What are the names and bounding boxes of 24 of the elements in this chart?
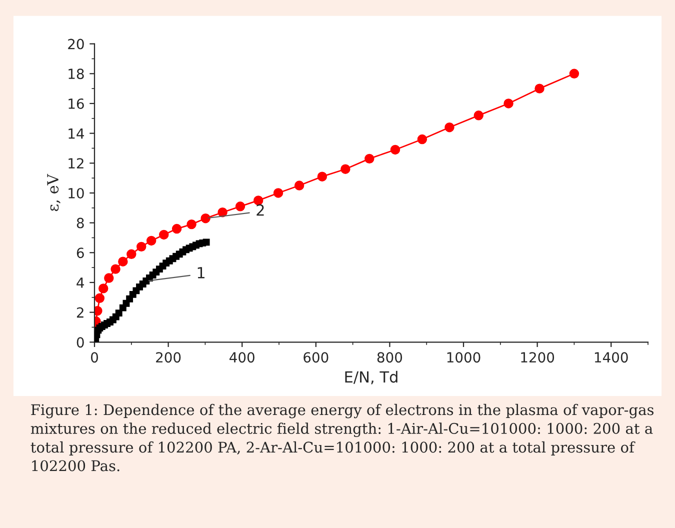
x-tick-label: 400 [230, 352, 254, 363]
caption: Figure 1: Dependence of the average energy of electrons in the plasma of vapor-gas mixtures on the reduced electric field strength: 1-Air-Al-Cu=101000: 1000: 200 at a total pressure of 102200 PA, 2-Ar-Al-Cu=101000: 1000: 200 at a total pressure of 102200 Pas. [30, 404, 654, 472]
annotation: 1 [198, 267, 204, 278]
x-tick-label: 1200 [521, 352, 554, 363]
y-tick-label: 20 [68, 38, 84, 50]
y-tick-label: 2 [76, 307, 84, 318]
x-tick-label: 1000 [447, 352, 480, 363]
y-tick-label: 8 [76, 218, 84, 228]
y-tick-label: 10 [68, 188, 84, 198]
y-tick-label: 14 [68, 128, 84, 139]
y-tick-label: 12 [68, 158, 84, 168]
x-tick-label: 800 [377, 352, 402, 363]
x-tick-label: 200 [156, 352, 181, 363]
x-tick-label: 1400 [594, 352, 628, 363]
x-tick-label: 0 [90, 352, 98, 363]
y-tick-label: 0 [76, 337, 84, 348]
x-tick-label: 600 [304, 352, 328, 363]
y-tick-label: 6 [76, 248, 84, 258]
y-tick-label: 16 [68, 98, 84, 109]
y-axis-title: ε, eV [47, 174, 60, 212]
y-tick-label: 18 [68, 68, 84, 80]
annotation: 2 [256, 204, 264, 216]
x-axis-title: E/N, Td [345, 370, 398, 384]
y-tick-label: 4 [76, 278, 84, 288]
